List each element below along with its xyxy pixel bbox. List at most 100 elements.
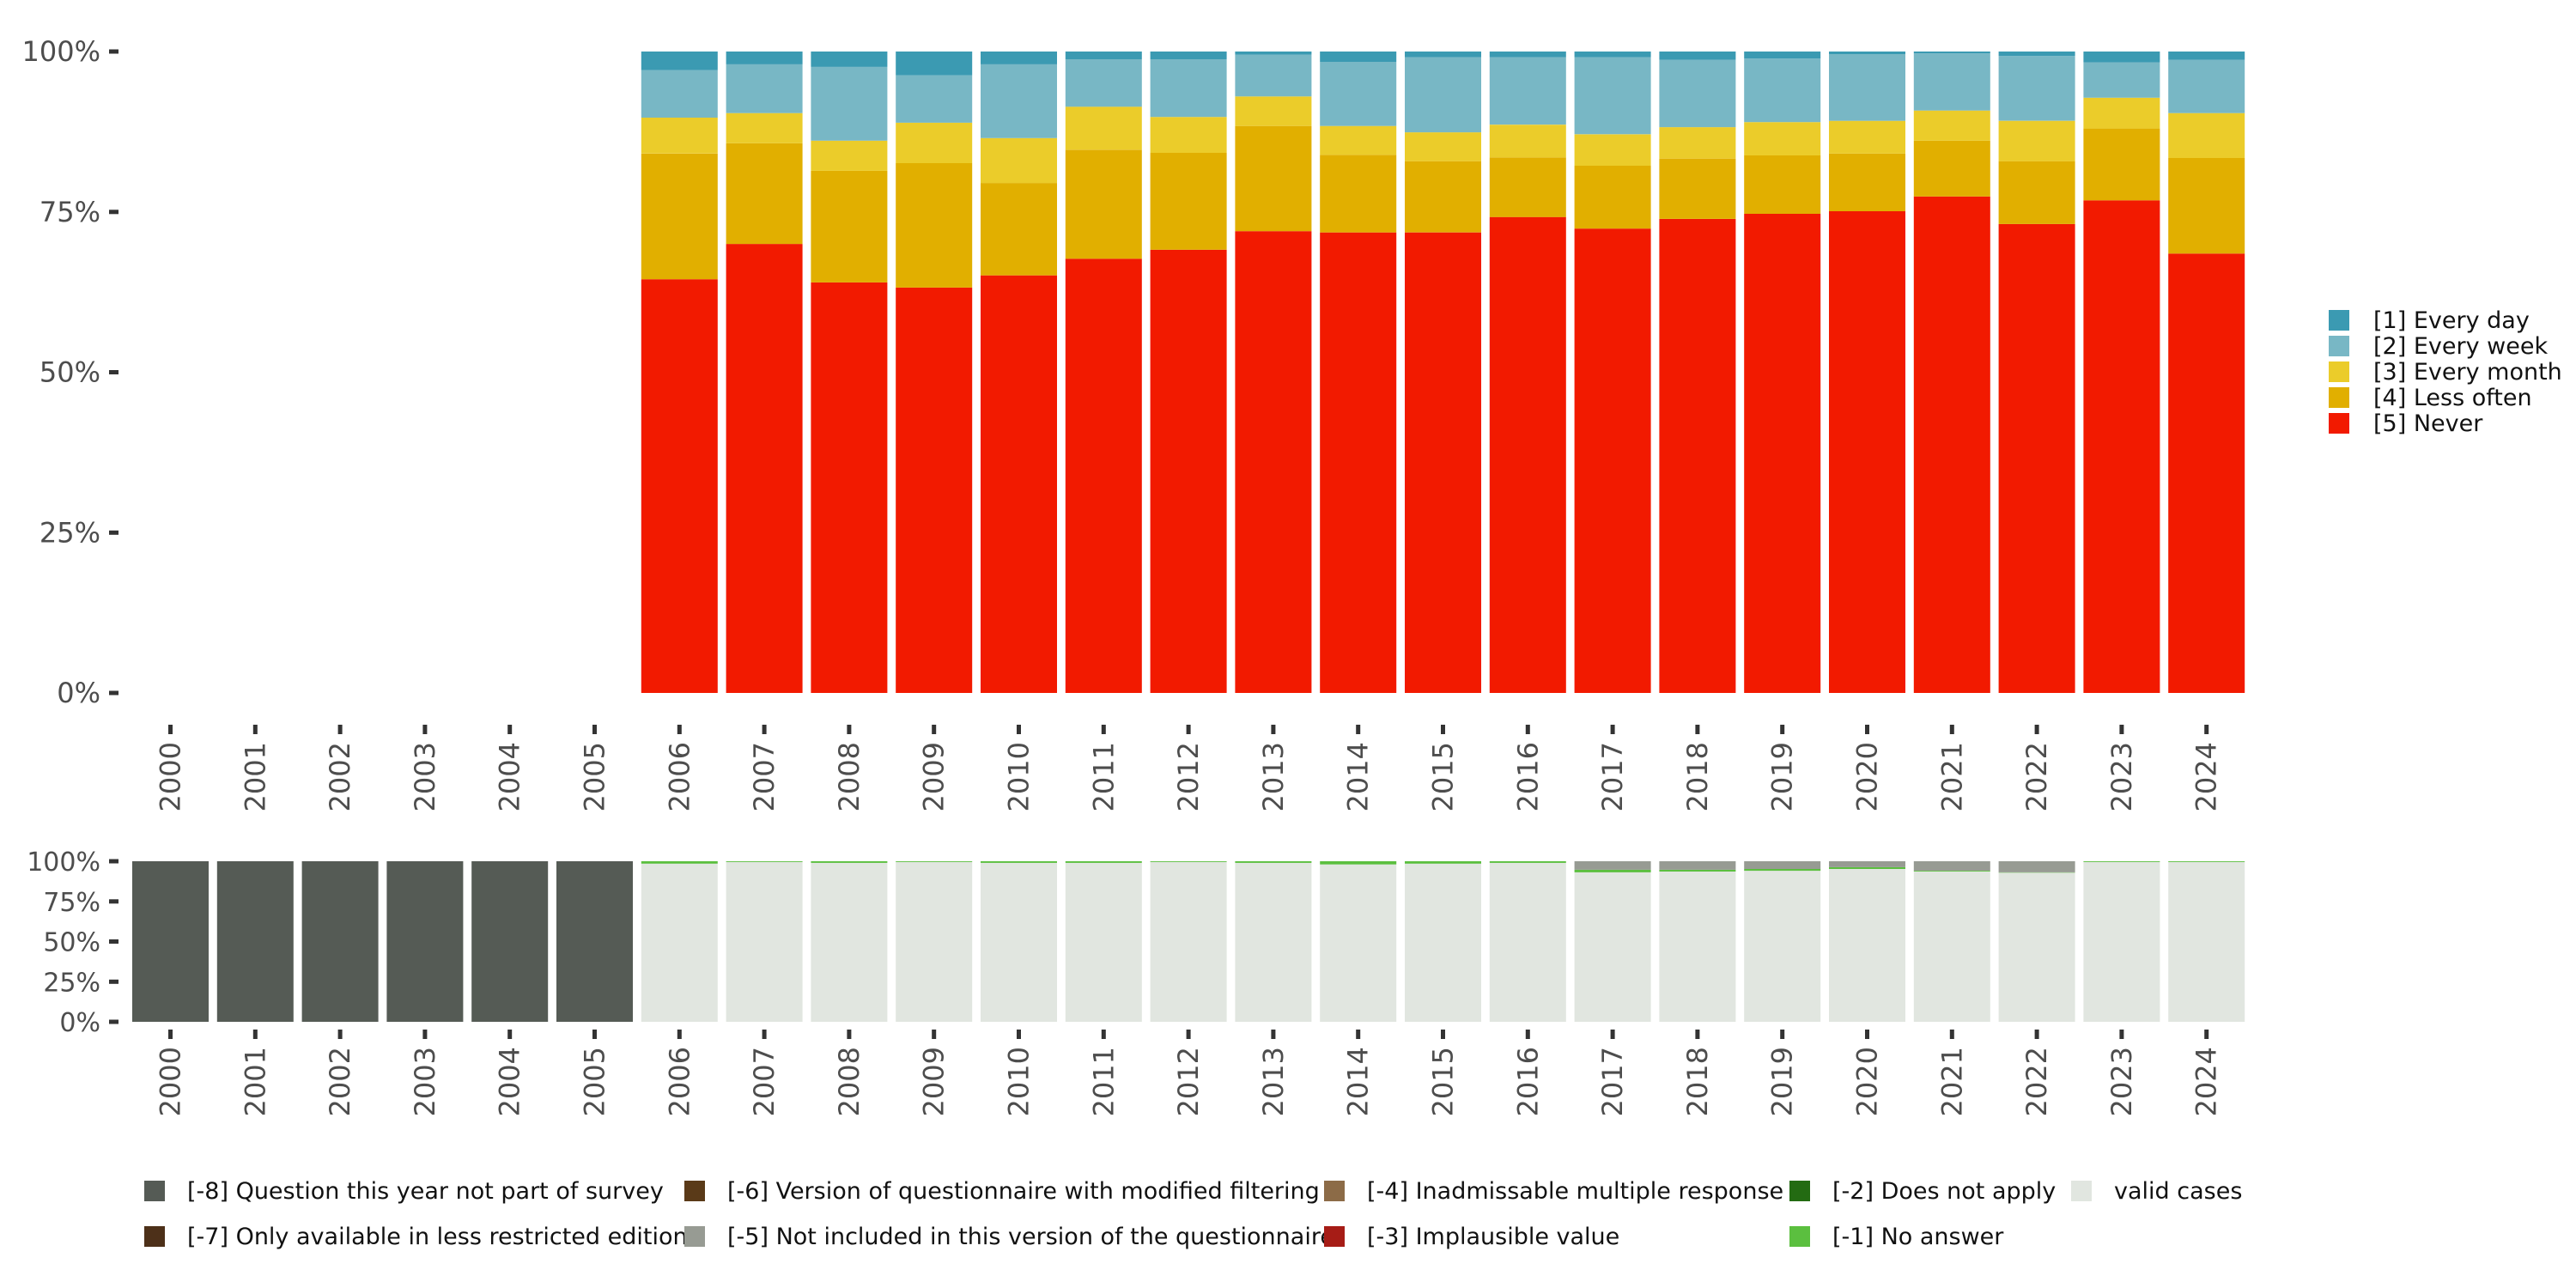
bar-segment-2022-2-every-week <box>1998 56 2075 121</box>
bar-segment-2023-1-every-day <box>2083 52 2160 63</box>
main-bars <box>641 52 2245 694</box>
bar-segment-2021-5-never <box>1913 196 1990 694</box>
x-tick-label: 2017 <box>1596 1047 1629 1116</box>
bar-segment-2010-3-every-month <box>981 137 1057 184</box>
y-tick <box>109 1019 118 1024</box>
bar-segment-2012-1-no-answer <box>1150 861 1227 862</box>
legend-swatch <box>144 1181 165 1201</box>
bar-segment-2023-3-every-month <box>2083 97 2160 129</box>
y-tick-label: 75% <box>39 196 100 228</box>
bar-segment-2008-1-no-answer <box>811 861 888 863</box>
bar-segment-2008-3-every-month <box>811 140 888 171</box>
x-tick-label: 2019 <box>1766 742 1799 811</box>
bar-segment-2010-2-every-week <box>981 64 1057 138</box>
bar-segment-2009-2-every-week <box>896 75 973 123</box>
y-tick-label: 50% <box>39 356 100 389</box>
x-tick-label: 2016 <box>1511 1047 1544 1116</box>
bar-segment-2007-3-every-month <box>726 112 803 143</box>
bar-segment-2015-1-no-answer <box>1405 861 1481 864</box>
x-tick-label: 2024 <box>2190 1047 2223 1116</box>
x-tick <box>1356 725 1361 734</box>
x-tick-label: 2003 <box>409 742 441 811</box>
x-tick-label: 2009 <box>918 742 951 811</box>
bar-segment-2020-3-every-month <box>1829 120 1905 154</box>
x-tick-label: 2011 <box>1087 1047 1120 1116</box>
x-tick-label: 2006 <box>663 742 696 811</box>
legend-item: [5] Never <box>2329 410 2483 437</box>
bar-segment-2018-5-not-included-in-this-version-of-the-questionnaire <box>1659 861 1736 870</box>
bar-segment-2009-3-every-month <box>896 122 973 163</box>
x-tick <box>932 1030 937 1039</box>
bar-segment-2006-2-every-week <box>641 70 718 118</box>
x-tick-label: 2005 <box>579 742 611 811</box>
x-tick-label: 2013 <box>1257 1047 1290 1116</box>
bar-segment-2024-3-every-month <box>2168 112 2245 158</box>
x-tick <box>168 1030 173 1039</box>
legend-swatch <box>1789 1181 1810 1201</box>
missing-x-axis: 2000 2001 2002 2003 2004 2005 2006 2007 2008 2009… <box>155 1030 2223 1116</box>
legend-label: [2] Every week <box>2373 333 2548 360</box>
x-tick-label: 2018 <box>1681 1047 1714 1116</box>
x-tick <box>932 725 937 734</box>
legend-label: [4] Less often <box>2373 385 2532 411</box>
bar-segment-2011-1-no-answer <box>1065 861 1142 863</box>
bar-segment-2012-1-every-day <box>1150 52 1227 59</box>
bar-segment-2001-8-question-this-year-not-part-of-survey <box>216 861 294 1022</box>
bar-segment-2014-5-never <box>1320 232 1397 693</box>
bar-segment-2009-valid-cases <box>896 861 973 1022</box>
x-tick <box>507 1030 513 1039</box>
x-tick <box>2119 725 2124 734</box>
y-tick <box>109 899 118 904</box>
x-tick-label: 2015 <box>1427 742 1460 811</box>
bar-segment-2007-2-every-week <box>726 64 803 113</box>
bar-segment-2000-8-question-this-year-not-part-of-survey <box>132 861 209 1022</box>
bar-segment-2020-2-every-week <box>1829 54 1905 121</box>
x-tick-label: 2008 <box>833 1047 866 1116</box>
x-tick <box>507 725 513 734</box>
bar-segment-2018-4-less-often <box>1659 158 1736 219</box>
x-tick <box>168 725 173 734</box>
legend-item: [2] Every week <box>2329 333 2548 360</box>
main-legend: [1] Every day[2] Every week[3] Every mon… <box>2329 307 2562 437</box>
bar-segment-2020-5-not-included-in-this-version-of-the-questionnaire <box>1829 861 1905 867</box>
bar-segment-2017-1-no-answer <box>1574 869 1651 872</box>
y-tick-label: 25% <box>39 516 100 549</box>
x-tick-label: 2014 <box>1342 742 1375 811</box>
x-tick-label: 2019 <box>1766 1047 1799 1116</box>
main-panel: 0% 25% 50% 75% 100% 2000 2001 2002 2003 2004 2005… <box>22 35 2245 811</box>
bar-segment-2019-1-every-day <box>1744 52 1821 59</box>
x-tick-label: 2007 <box>748 1047 781 1116</box>
bar-segment-2017-5-not-included-in-this-version-of-the-questionnaire <box>1574 861 1651 870</box>
bar-segment-2010-valid-cases <box>981 862 1057 1022</box>
bar-segment-2015-3-every-month <box>1405 132 1481 161</box>
bar-segment-2022-valid-cases <box>1998 872 2075 1022</box>
bar-segment-2021-valid-cases <box>1913 872 1990 1022</box>
x-tick <box>592 1030 597 1039</box>
bar-segment-2016-2-every-week <box>1489 57 1566 125</box>
bar-segment-2017-2-every-week <box>1574 57 1651 135</box>
legend-item: [-6] Version of questionnaire with modif… <box>684 1178 1320 1205</box>
bar-segment-2006-3-every-month <box>641 117 718 154</box>
x-tick-label: 2001 <box>239 1047 271 1116</box>
x-tick-label: 2021 <box>1935 742 1968 811</box>
main-x-axis: 2000 2001 2002 2003 2004 2005 2006 2007 2008 2009… <box>155 725 2223 811</box>
bar-segment-2023-2-every-week <box>2083 62 2160 98</box>
x-tick <box>2204 1030 2209 1039</box>
bar-segment-2020-1-every-day <box>1829 52 1905 54</box>
x-tick <box>1865 725 1869 734</box>
bar-segment-2009-1-no-answer <box>896 861 973 862</box>
y-tick-label: 100% <box>22 35 100 68</box>
bar-segment-2013-1-every-day <box>1235 52 1312 55</box>
x-tick <box>1271 725 1276 734</box>
x-tick <box>1949 1030 1954 1039</box>
bar-segment-2013-4-less-often <box>1235 125 1312 232</box>
x-tick-label: 2004 <box>494 742 526 811</box>
x-tick <box>1017 725 1021 734</box>
bar-segment-2015-4-less-often <box>1405 161 1481 233</box>
bar-segment-2008-1-every-day <box>811 52 888 67</box>
bar-segment-2007-4-less-often <box>726 143 803 245</box>
bar-segment-2023-1-no-answer <box>2083 861 2160 862</box>
x-tick <box>252 725 258 734</box>
legend-label: [-8] Question this year not part of surv… <box>187 1178 664 1205</box>
x-tick-label: 2006 <box>663 1047 696 1116</box>
